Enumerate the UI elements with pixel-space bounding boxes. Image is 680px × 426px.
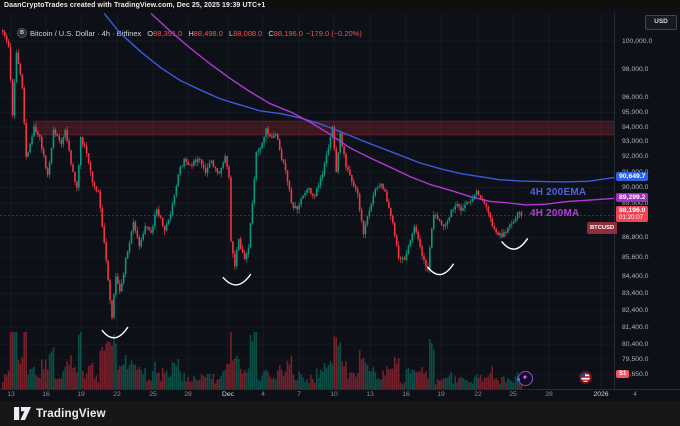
- price-tick-label: 84,400.0: [622, 273, 649, 281]
- price-tick-label: 80,400.0: [622, 340, 649, 348]
- price-tick-label: 78,650.0: [622, 371, 649, 379]
- bar-countdown: 01:20:07: [619, 214, 644, 222]
- time-tick-label: 19: [437, 391, 445, 398]
- time-tick-label: 4: [633, 391, 637, 398]
- time-tick-label: 2026: [593, 391, 609, 398]
- price-tick-label: 92,000.0: [622, 153, 649, 161]
- time-tick-label: 28: [545, 391, 553, 398]
- last-price-badge: 88,196.0 01:20:07: [616, 206, 649, 223]
- price-tick-label: 86,800.0: [622, 234, 649, 242]
- time-axis[interactable]: 13 16 19 22 25 28 Dec 4 7 10 13 16 19 22 25 28 2026 4: [0, 389, 680, 401]
- low-marker-arc[interactable]: [222, 273, 252, 286]
- price-tick-label: 79,500.0: [622, 356, 649, 364]
- ema-200-line[interactable]: [103, 13, 616, 183]
- us-flag-icon[interactable]: [578, 370, 592, 384]
- ma-indicator-label[interactable]: 4H 200MA: [530, 208, 580, 219]
- price-tick-label: 85,600.0: [622, 253, 649, 261]
- price-axis[interactable]: USD 100,000.0 98,000.0 96,000.0 95,000.0 94,…: [614, 12, 680, 389]
- resistance-zone[interactable]: [33, 121, 614, 135]
- chart-stage[interactable]: B Bitcoin / U.S. Dollar · 4h · Bitfinex …: [0, 12, 680, 400]
- ohlc-high: H88,498.0: [188, 28, 223, 38]
- time-tick-label: 16: [402, 391, 410, 398]
- time-tick-label: 25: [149, 391, 157, 398]
- candles: [1, 29, 523, 321]
- time-tick-label: Dec: [221, 391, 235, 398]
- price-tick-label: 82,400.0: [622, 306, 649, 314]
- time-tick-label: 13: [366, 391, 374, 398]
- change-value: −179.0 (−0.20%): [305, 28, 362, 38]
- last-price-value: 88,196.0: [619, 207, 646, 215]
- price-tick-label: 90,000.0: [622, 183, 649, 191]
- ma-200-line[interactable]: [150, 12, 616, 206]
- time-tick-label: 22: [474, 391, 482, 398]
- attribution-bar: DaanCryptoTrades created with TradingVie…: [0, 0, 680, 12]
- tradingview-logo[interactable]: TradingView: [14, 407, 106, 420]
- flag-canton: [580, 372, 586, 377]
- ohlc-low: L88,008.0: [228, 28, 263, 38]
- price-tick-label: 95,000.0: [622, 108, 649, 116]
- grid: [0, 13, 614, 389]
- pivot-s1-badge: S1: [616, 370, 630, 379]
- time-tick-label: 28: [184, 391, 192, 398]
- flag-stripes: [580, 372, 590, 382]
- time-tick-label: 4: [261, 391, 265, 398]
- low-marker-arc[interactable]: [427, 263, 454, 276]
- symbol-price-tag: BTCUSD: [587, 221, 618, 234]
- price-tick-label: 100,000.0: [622, 37, 653, 45]
- price-tick-label: 89,000.0: [622, 199, 649, 207]
- price-tick-label: 83,400.0: [622, 289, 649, 297]
- low-marker-arc[interactable]: [501, 238, 529, 250]
- time-tick-label: 7: [297, 391, 301, 398]
- ema-price-badge: 90,649.7: [616, 171, 649, 181]
- price-tick-label: 93,000.0: [622, 138, 649, 146]
- time-tick-label: 16: [42, 391, 50, 398]
- time-tick-label: 22: [113, 391, 121, 398]
- currency-usd-button[interactable]: USD: [645, 15, 677, 30]
- bitcoin-icon: B: [17, 28, 27, 38]
- price-chart[interactable]: [0, 12, 680, 426]
- time-tick-label: 25: [509, 391, 517, 398]
- ma-price-badge: 89,299.2: [616, 192, 649, 202]
- celebration-icon[interactable]: ✦: [516, 370, 533, 386]
- ohlc-open: O88,391.0: [147, 28, 183, 38]
- price-tick-label: 96,000.0: [622, 94, 649, 102]
- ohlc-close: C88,196.0: [268, 28, 303, 38]
- brand-bar: TradingView: [0, 401, 680, 426]
- tradingview-wordmark: TradingView: [36, 407, 106, 420]
- time-tick-label: 13: [7, 391, 15, 398]
- tradingview-logo-mark: [14, 407, 31, 420]
- time-tick-label: 19: [77, 391, 85, 398]
- volume-bars: [1, 332, 523, 389]
- time-tick-label: 10: [330, 391, 338, 398]
- price-tick-label: 98,000.0: [622, 65, 649, 73]
- price-tick-label: 81,400.0: [622, 323, 649, 331]
- ema-indicator-label[interactable]: 4H 200EMA: [530, 187, 587, 198]
- symbol-title: Bitcoin / U.S. Dollar · 4h · Bitfinex: [30, 28, 142, 38]
- price-tick-label: 94,000.0: [622, 123, 649, 131]
- symbol-legend[interactable]: B Bitcoin / U.S. Dollar · 4h · Bitfinex …: [17, 28, 362, 38]
- low-marker-arc[interactable]: [101, 326, 129, 339]
